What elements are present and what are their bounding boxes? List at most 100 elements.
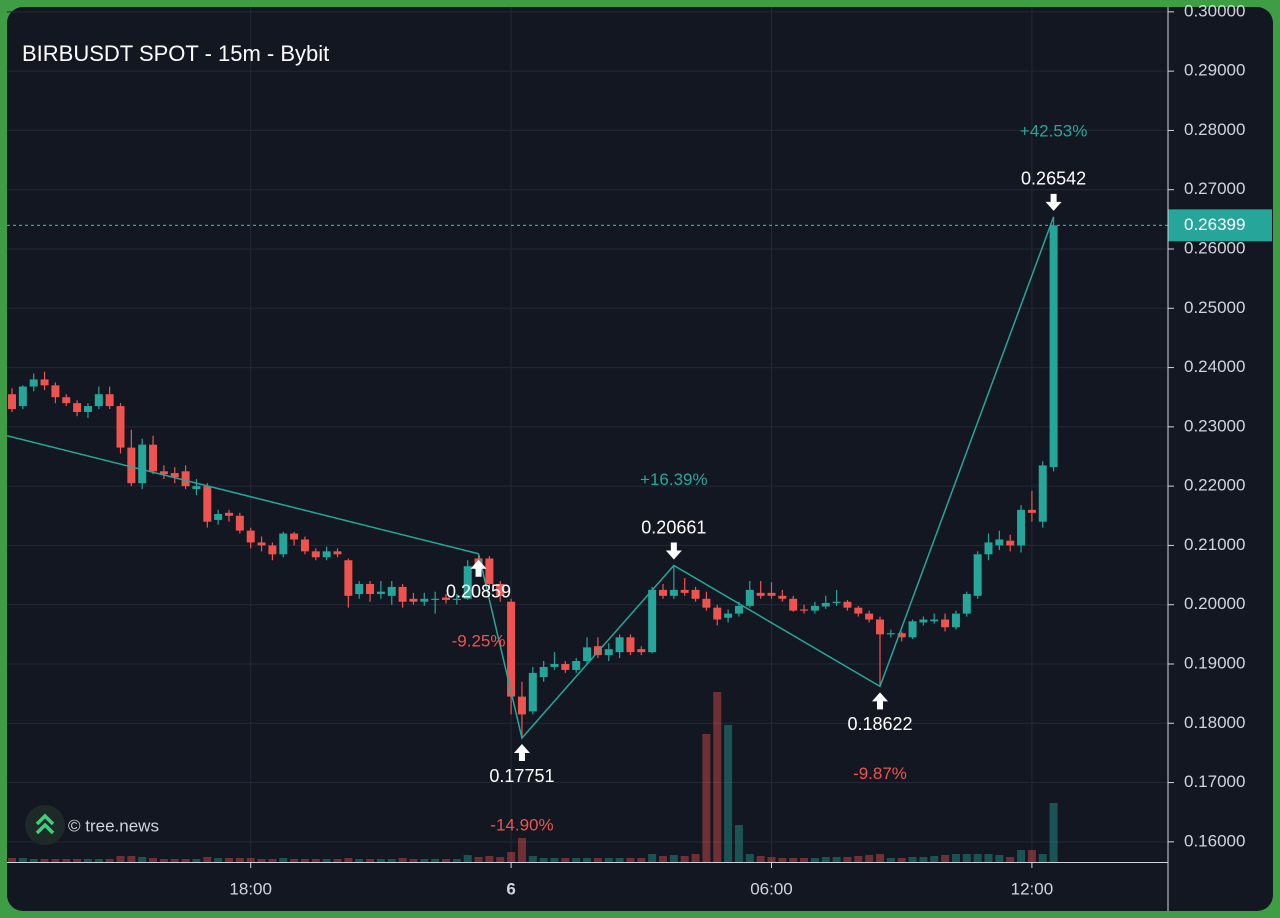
volume-bar	[930, 856, 939, 862]
pivot-change: +16.39%	[640, 470, 708, 489]
volume-bar	[496, 857, 505, 862]
y-tick-label: 0.21000	[1184, 535, 1245, 554]
last-price-label: 0.26399	[1184, 215, 1245, 234]
volume-bar	[984, 854, 993, 862]
pivot-price: 0.20859	[446, 582, 511, 602]
volume-bar	[159, 859, 168, 862]
volume-bar	[246, 858, 255, 862]
volume-bar	[767, 857, 776, 862]
candle-body	[73, 403, 82, 413]
candle-body	[431, 598, 440, 600]
candle-body	[941, 619, 950, 628]
volume-bar	[355, 859, 364, 862]
candle-body	[528, 672, 537, 712]
volume-bar	[225, 858, 233, 862]
candle-body	[973, 554, 982, 596]
volume-bar	[843, 857, 852, 862]
candle-body	[8, 394, 16, 410]
y-tick-label: 0.28000	[1184, 120, 1245, 139]
candle-body	[800, 609, 809, 611]
volume-bar	[561, 858, 570, 862]
volume-bar	[973, 854, 982, 862]
volume-bar	[1006, 857, 1015, 862]
candle-body	[1006, 540, 1015, 546]
volume-pane	[8, 692, 1058, 862]
volume-bar	[51, 859, 60, 862]
volume-bar	[333, 859, 342, 862]
y-tick-label: 0.19000	[1184, 653, 1245, 672]
volume-bar	[344, 858, 353, 862]
volume-bar	[474, 857, 483, 862]
candle-body	[637, 649, 646, 653]
volume-bar	[94, 859, 103, 862]
candle-body	[192, 486, 201, 490]
volume-bar	[442, 859, 450, 862]
volume-bar	[691, 854, 700, 862]
volume-bar	[865, 855, 874, 862]
candle-body	[83, 406, 92, 413]
volume-bar	[637, 858, 646, 862]
candle-body	[724, 613, 733, 618]
volume-bar	[1027, 850, 1036, 862]
chart-title: BIRBUSDT SPOT - 15m - Bybit	[22, 41, 329, 66]
last-price-box	[1168, 209, 1272, 242]
candle-body	[1017, 509, 1026, 546]
pivot-arrow	[470, 559, 487, 577]
candle-body	[572, 661, 581, 670]
volume-bar	[409, 859, 418, 862]
volume-bar	[138, 857, 147, 862]
candle-body	[246, 530, 255, 543]
volume-bar	[431, 859, 440, 862]
volume-bar	[376, 859, 385, 862]
candle-body	[778, 595, 787, 599]
volume-bar	[897, 858, 906, 862]
volume-bar	[1049, 803, 1058, 862]
candle-body	[713, 607, 722, 620]
pivot-price: 0.18622	[847, 714, 912, 734]
candle-body	[561, 663, 570, 670]
candle-body	[659, 589, 667, 596]
chart-background	[7, 7, 1273, 911]
candle-body	[843, 601, 852, 608]
y-tick-label: 0.25000	[1184, 298, 1245, 317]
candle-body	[680, 589, 689, 593]
volume-bar	[268, 859, 277, 862]
candle-body	[62, 397, 71, 404]
volume-bar	[615, 858, 624, 862]
volume-bar	[756, 856, 765, 862]
volume-bar	[648, 854, 657, 862]
candle-body	[691, 589, 700, 599]
candle-body	[669, 589, 678, 596]
pivot-price: 0.17751	[489, 766, 554, 786]
volume-bar	[387, 859, 396, 862]
volume-bar	[734, 825, 743, 862]
axes: 0.16000 0.17000 0.18000 0.19000 0.20000 0.210…	[229, 1, 1272, 898]
candle-body	[225, 512, 233, 516]
x-tick-label: 12:00	[1011, 879, 1054, 898]
candle-body	[745, 589, 754, 606]
candle-body	[626, 637, 635, 653]
volume-bar	[8, 858, 16, 862]
volume-bar	[854, 856, 863, 862]
pivot-arrow	[665, 542, 682, 560]
volume-bar	[604, 858, 613, 862]
volume-bar	[116, 856, 125, 862]
candle-body	[821, 602, 830, 607]
volume-bar	[170, 859, 179, 862]
volume-bar	[398, 858, 407, 862]
volume-bar	[485, 856, 494, 862]
volume-bar	[279, 858, 288, 862]
candle-body	[865, 613, 874, 620]
candle-body	[376, 591, 385, 595]
candle-body	[366, 583, 375, 595]
candle-body	[268, 545, 277, 555]
volume-bar	[83, 859, 92, 862]
volume-bar	[810, 858, 819, 862]
y-tick-label: 0.26000	[1184, 238, 1245, 257]
candle-body	[648, 589, 657, 653]
x-tick-label: 06:00	[750, 879, 793, 898]
volume-bar	[832, 857, 841, 862]
pivot-change: -14.90%	[490, 816, 553, 835]
y-tick-label: 0.18000	[1184, 713, 1245, 732]
